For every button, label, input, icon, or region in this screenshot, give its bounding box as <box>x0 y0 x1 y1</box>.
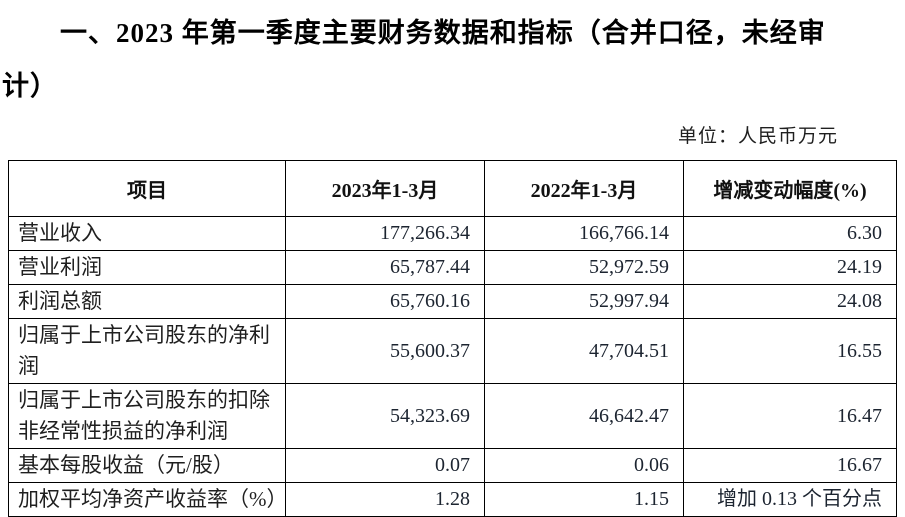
cell-item: 基本每股收益（元/股） <box>8 448 286 483</box>
header-change: 增减变动幅度(%) <box>683 160 897 217</box>
cell-item: 营业利润 <box>8 250 286 285</box>
cell-2022-value: 0.06 <box>484 448 684 483</box>
header-2023-q1: 2023年1-3月 <box>285 160 485 217</box>
table-row: 利润总额 65,760.16 52,997.94 24.08 <box>8 284 897 319</box>
table-body: 营业收入 177,266.34 166,766.14 6.30 营业利润 65,787.4… <box>8 216 897 517</box>
cell-2022-value: 1.15 <box>484 482 684 517</box>
cell-change-value: 24.08 <box>683 284 897 319</box>
table-row: 归属于上市公司股东的净利润 55,600.37 47,704.51 16.55 <box>8 318 897 384</box>
cell-change-value: 增加 0.13 个百分点 <box>683 482 897 517</box>
cell-item: 归属于上市公司股东的扣除非经常性损益的净利润 <box>8 383 286 449</box>
table-row: 营业利润 65,787.44 52,972.59 24.19 <box>8 250 897 285</box>
financial-data-table: 项目 2023年1-3月 2022年1-3月 增减变动幅度(%) 营业收入 177… <box>8 160 897 517</box>
unit-note: 单位：人民币万元 <box>677 126 838 147</box>
cell-change-value: 16.67 <box>683 448 897 483</box>
table-row: 基本每股收益（元/股） 0.07 0.06 16.67 <box>8 448 897 483</box>
cell-change-value: 24.19 <box>683 250 897 285</box>
cell-2023-value: 177,266.34 <box>285 216 485 251</box>
cell-2022-value: 52,997.94 <box>484 284 684 319</box>
table-header-row: 项目 2023年1-3月 2022年1-3月 增减变动幅度(%) <box>8 160 897 217</box>
table-row: 营业收入 177,266.34 166,766.14 6.30 <box>8 216 897 251</box>
section-title: 一、2023 年第一季度主要财务数据和指标（合并口径，未经审 计） <box>0 7 905 113</box>
section-title-line1: 一、2023 年第一季度主要财务数据和指标（合并口径，未经审 <box>60 18 826 48</box>
cell-2023-value: 65,787.44 <box>285 250 485 285</box>
cell-2022-value: 52,972.59 <box>484 250 684 285</box>
cell-item: 加权平均净资产收益率（%） <box>8 482 286 517</box>
table-row: 加权平均净资产收益率（%） 1.28 1.15 增加 0.13 个百分点 <box>8 482 897 517</box>
cell-change-value: 16.55 <box>683 318 897 384</box>
cell-2023-value: 65,760.16 <box>285 284 485 319</box>
cell-change-value: 6.30 <box>683 216 897 251</box>
cell-item: 利润总额 <box>8 284 286 319</box>
header-item: 项目 <box>8 160 286 217</box>
cell-2023-value: 1.28 <box>285 482 485 517</box>
cell-2022-value: 46,642.47 <box>484 383 684 449</box>
cell-2023-value: 55,600.37 <box>285 318 485 384</box>
cell-2023-value: 54,323.69 <box>285 383 485 449</box>
cell-change-value: 16.47 <box>683 383 897 449</box>
table-row: 归属于上市公司股东的扣除非经常性损益的净利润 54,323.69 46,642.47… <box>8 383 897 449</box>
section-title-line2: 计） <box>2 71 58 101</box>
cell-2022-value: 166,766.14 <box>484 216 684 251</box>
header-2022-q1: 2022年1-3月 <box>484 160 684 217</box>
cell-2023-value: 0.07 <box>285 448 485 483</box>
cell-item: 营业收入 <box>8 216 286 251</box>
cell-2022-value: 47,704.51 <box>484 318 684 384</box>
cell-item: 归属于上市公司股东的净利润 <box>8 318 286 384</box>
